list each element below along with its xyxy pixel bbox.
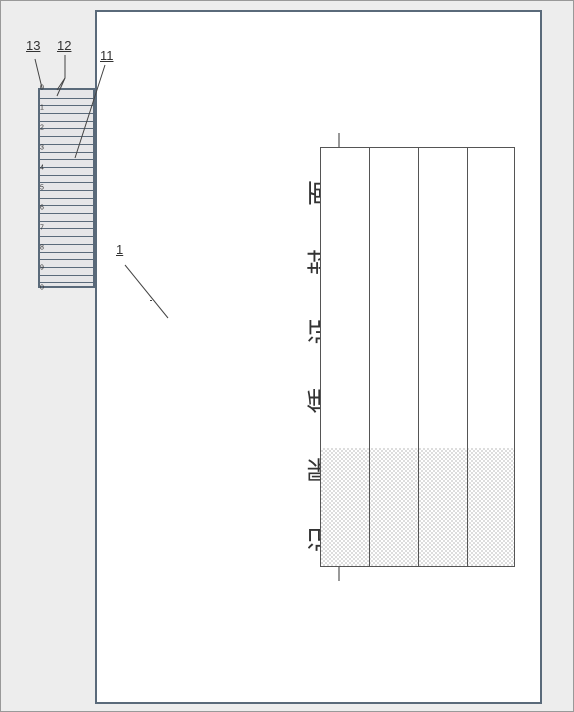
tick-number: 0: [40, 285, 44, 292]
tick-number: 4: [40, 165, 44, 172]
tick-strip: 01234567890: [38, 88, 50, 288]
callout-label-13: 13: [26, 38, 40, 53]
tick-number: 8: [40, 245, 44, 252]
tick-number: 2: [40, 125, 44, 132]
callout-bracket: [55, 50, 85, 100]
callout-label-1: 1: [116, 242, 123, 257]
inner-table: [320, 147, 515, 567]
tick-number: 7: [40, 225, 44, 232]
table-col-line: [369, 148, 370, 566]
table-col-line: [418, 148, 419, 566]
callout-connector: [30, 54, 50, 90]
tick-number: 5: [40, 185, 44, 192]
tick-number: 3: [40, 145, 44, 152]
tick-number: 1: [40, 105, 44, 112]
table-col-line: [467, 148, 468, 566]
callout-label-11: 11: [100, 48, 114, 63]
cover-box: 记 账 凭 证 封 面: [95, 10, 542, 704]
callout-label-12: 12: [57, 38, 71, 53]
callout-connector: [120, 260, 170, 320]
tick-number: 9: [40, 265, 44, 272]
tick-number: 6: [40, 205, 44, 212]
